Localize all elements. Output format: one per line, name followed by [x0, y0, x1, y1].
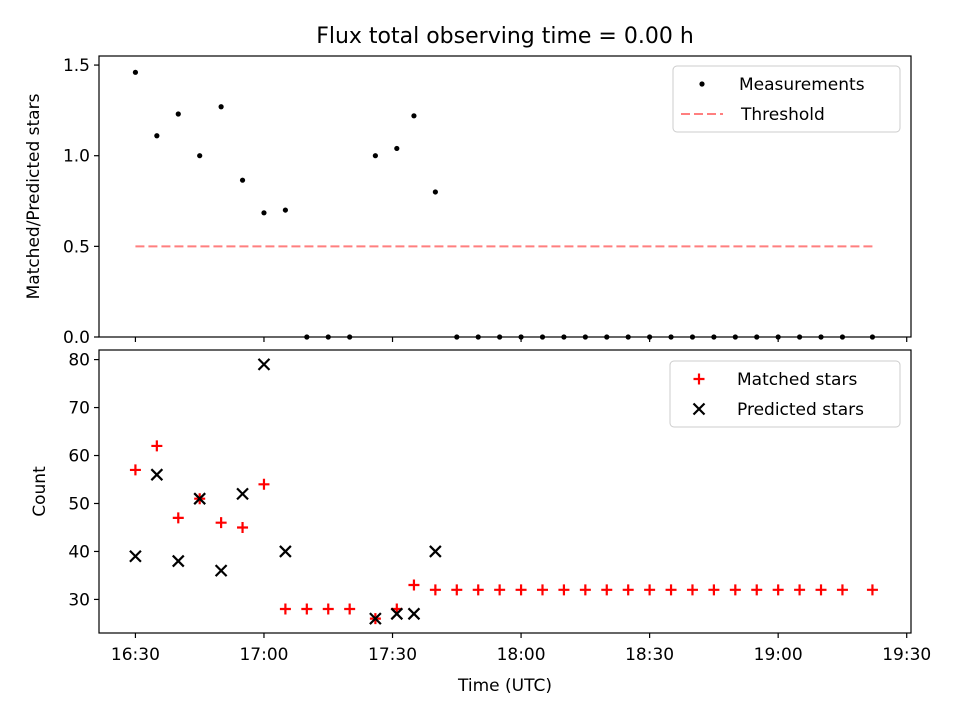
axes-frame [98, 55, 912, 338]
measurement-point [282, 207, 288, 213]
matched-star-point [279, 603, 291, 615]
chart-title: Flux total observing time = 0.00 h [316, 24, 694, 49]
matched-star-point [151, 440, 163, 452]
matched-star-point [686, 584, 698, 596]
measurement-point [154, 133, 160, 139]
y-axis-label: Count [30, 466, 50, 517]
matched-star-point [665, 584, 677, 596]
matched-star-point [172, 512, 184, 524]
axes-frame [98, 349, 912, 634]
measurement-point [411, 113, 417, 119]
predicted-star-point [407, 607, 421, 621]
matched-star-point [644, 584, 656, 596]
matched-star-point [215, 517, 227, 529]
matched-star-point [815, 584, 827, 596]
y-tick-label: 60 [68, 447, 90, 467]
matched-star-point [751, 584, 763, 596]
x-tick-label: 17:30 [368, 645, 417, 665]
measurement-point [261, 210, 267, 216]
x-tick-label: 19:30 [882, 645, 931, 665]
y-tick-label: 70 [68, 399, 90, 419]
matched-star-point [579, 584, 591, 596]
matched-star-point [322, 603, 334, 615]
matched-star-point [601, 584, 613, 596]
predicted-star-point [236, 487, 249, 501]
y-tick-label: 80 [68, 351, 90, 371]
matched-star-point [472, 584, 484, 596]
ratio-plot: 0.0 0.5 1.0 1.5 Matched/Predicted stars Measu… [24, 55, 912, 348]
predicted-star-point [193, 492, 206, 505]
matched-star-point [515, 584, 527, 596]
legend-predicted-swatch [692, 402, 706, 416]
legend-label: Predicted stars [737, 400, 864, 420]
y-tick-label: 0.0 [63, 328, 90, 348]
count-plot: 30 40 50 60 70 80 16:30 17:00 17:30 18:00 18:30 19:… [30, 349, 931, 696]
matched-star-point [772, 584, 784, 596]
matched-star-point [622, 584, 634, 596]
predicted-star-point [279, 545, 292, 558]
x-tick-label: 17:00 [239, 645, 288, 665]
legend-label: Matched stars [737, 370, 857, 390]
predicted-star-point [171, 554, 185, 568]
legend-label: Measurements [739, 75, 865, 95]
matched-star-point [344, 603, 356, 615]
matched-star-point [536, 584, 548, 596]
legend-box [669, 360, 901, 428]
predicted-star-point [257, 358, 271, 371]
matched-star-point [258, 478, 270, 490]
matched-star-point [237, 521, 249, 533]
x-tick-label: 18:00 [497, 645, 546, 665]
measurement-point [132, 69, 139, 75]
y-tick-label: 30 [68, 590, 90, 610]
measurement-point [239, 177, 246, 183]
matched-star-point [429, 584, 441, 596]
matched-star-point [836, 584, 848, 596]
matched-star-point [866, 584, 878, 596]
predicted-star-point [150, 468, 164, 481]
matched-star-point [558, 584, 570, 596]
x-axis-label: Time (UTC) [457, 676, 552, 696]
matched-star-point [301, 603, 313, 615]
x-tick-label: 19:00 [754, 645, 803, 665]
legend-label: Threshold [740, 105, 825, 125]
matched-star-point [494, 584, 506, 596]
x-tick-label: 18:30 [625, 645, 674, 665]
matched-star-point [708, 584, 720, 596]
measurement-point [394, 145, 400, 152]
predicted-star-point [129, 549, 142, 563]
y-tick-label: 40 [68, 542, 90, 562]
y-tick-label: 50 [68, 494, 90, 514]
measurement-point [218, 104, 224, 110]
legend-matched-swatch [693, 373, 705, 385]
legend-box [672, 65, 901, 133]
x-tick-label: 16:30 [111, 645, 160, 665]
y-tick-label: 1.5 [63, 56, 90, 76]
predicted-star-point [214, 564, 228, 577]
measurement-point [372, 153, 378, 159]
matched-star-point [729, 584, 741, 596]
predicted-star-point [429, 545, 442, 558]
matched-star-point [794, 584, 806, 596]
measurement-point [197, 153, 203, 159]
y-axis-label: Matched/Predicted stars [24, 93, 44, 299]
matched-star-point [451, 584, 463, 596]
y-tick-label: 0.5 [63, 237, 90, 257]
predicted-star-point [390, 607, 404, 621]
matched-star-point [408, 579, 420, 591]
matched-star-point [129, 464, 141, 476]
predicted-star-point [369, 612, 382, 625]
measurement-point [432, 189, 438, 195]
legend-measurements-swatch [699, 81, 705, 87]
measurement-point [175, 111, 181, 117]
y-tick-label: 1.0 [63, 147, 90, 167]
